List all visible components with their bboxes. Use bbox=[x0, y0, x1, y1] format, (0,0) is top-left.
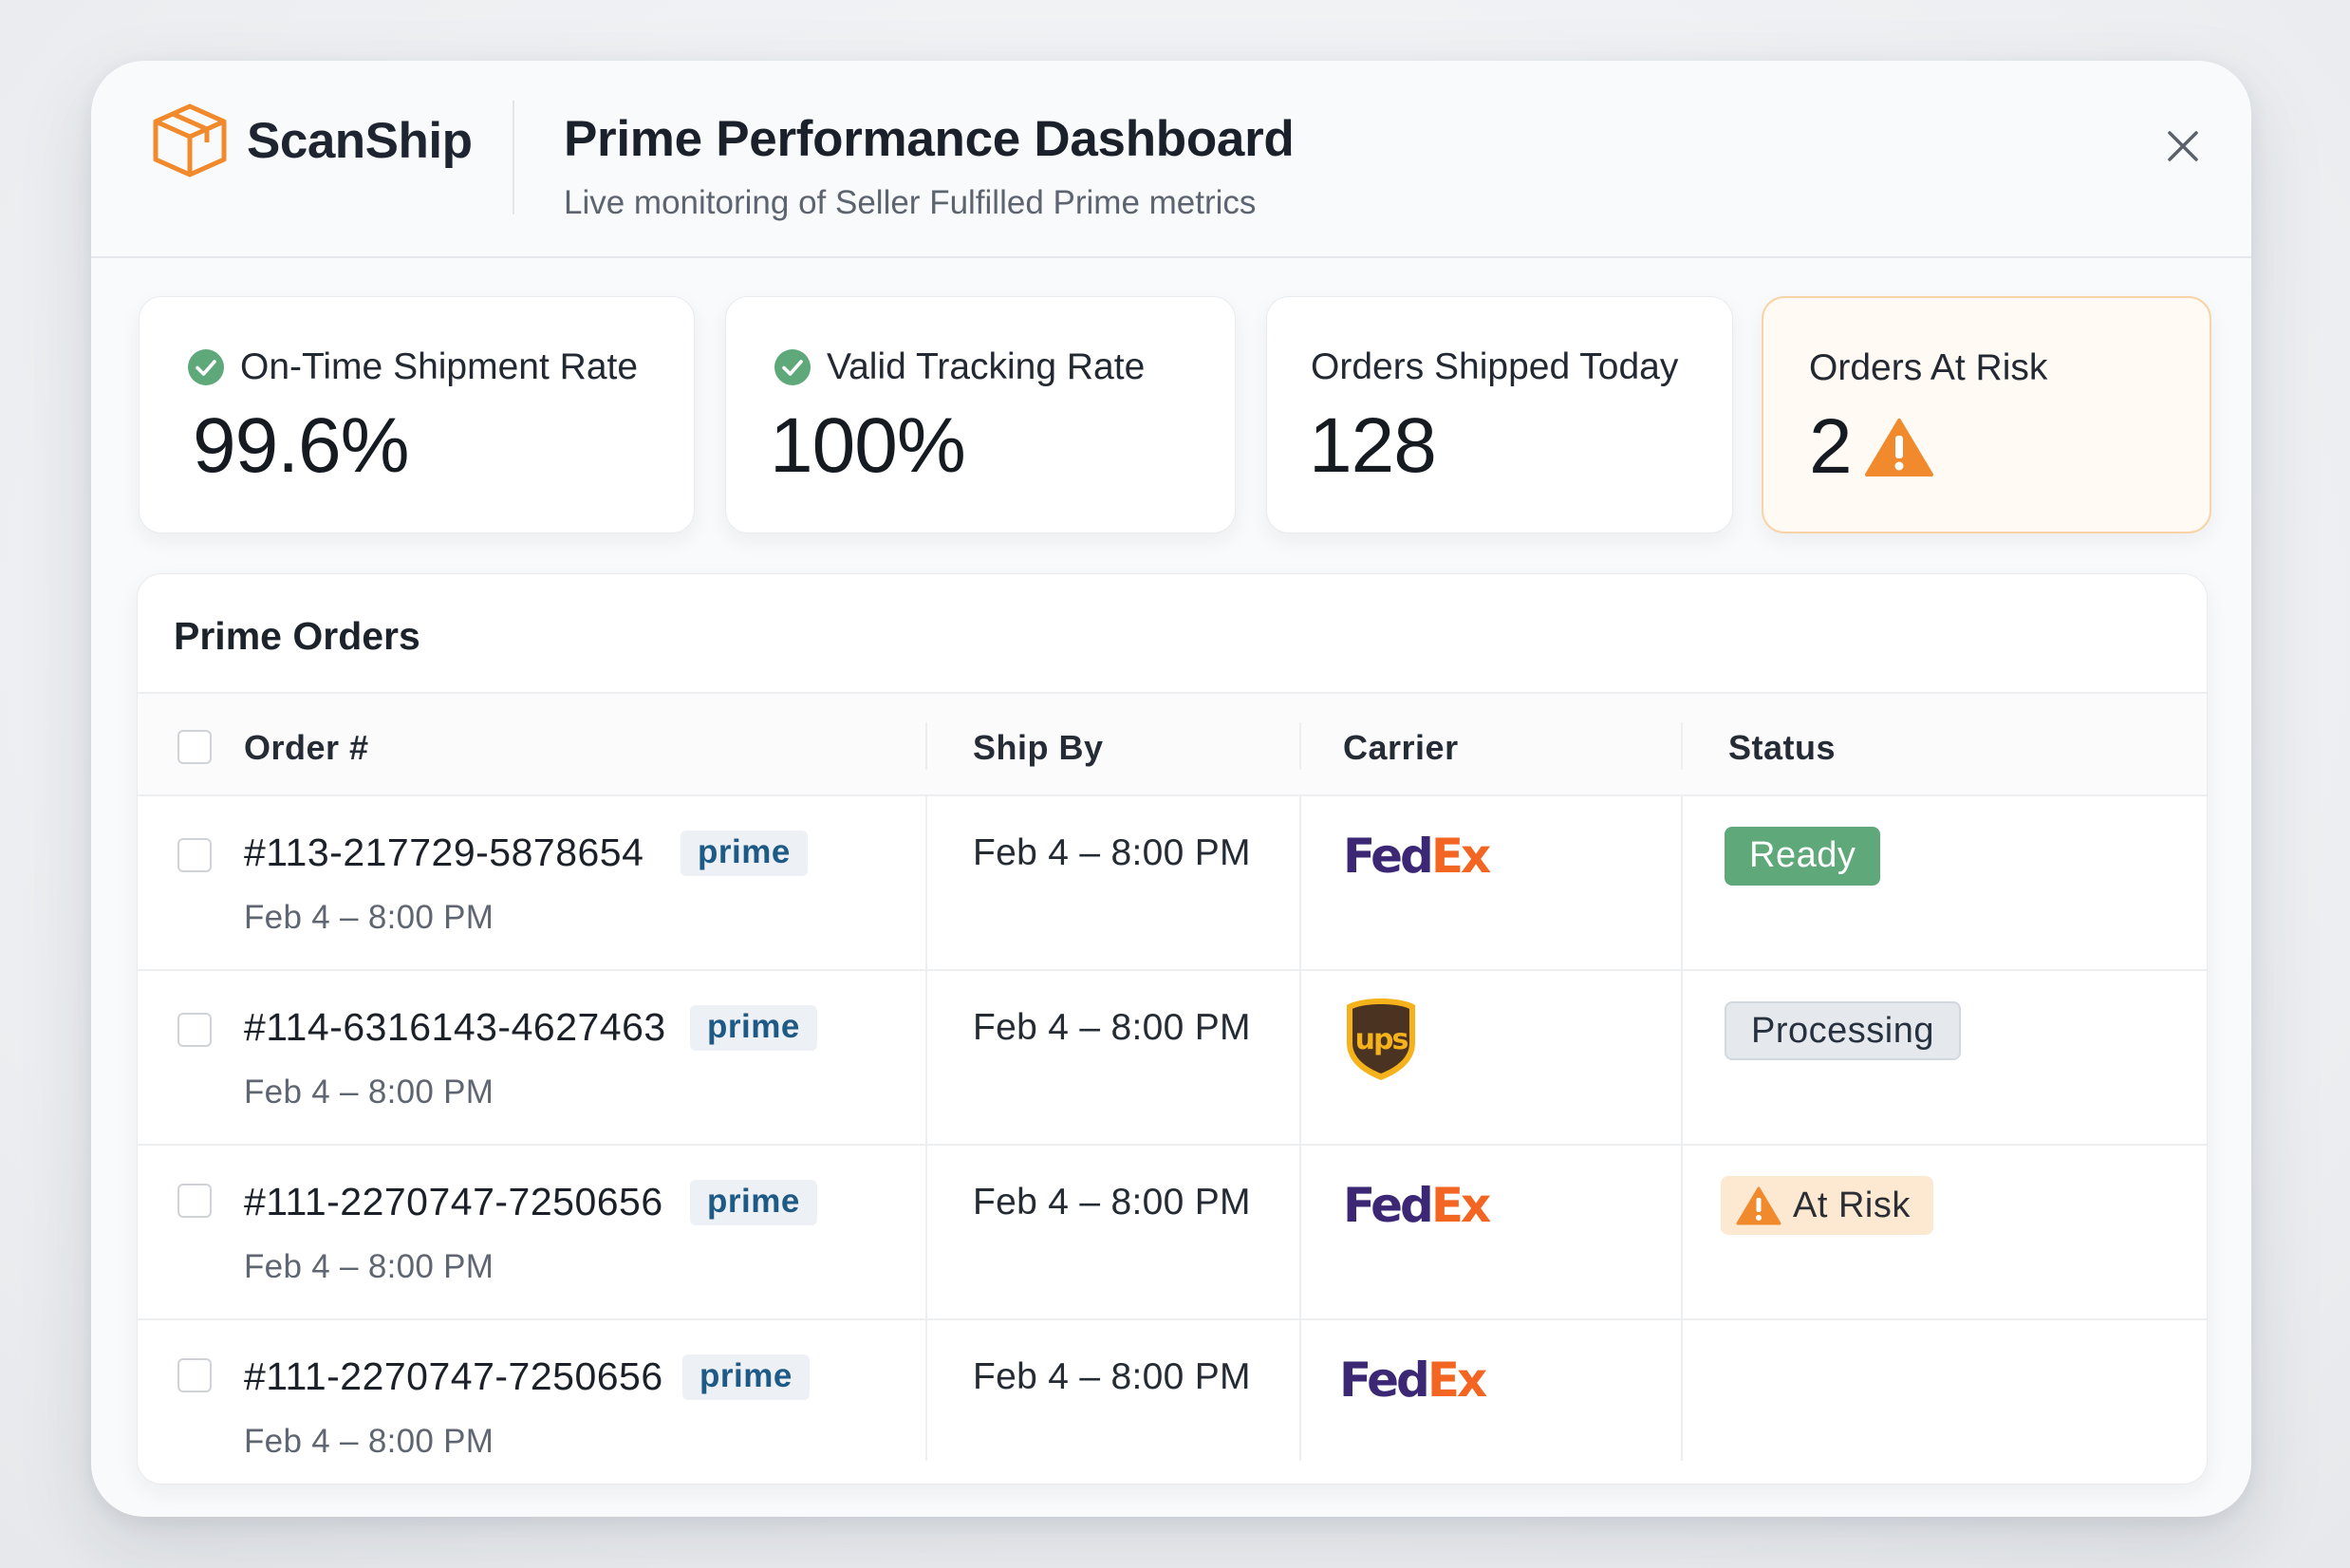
table-row[interactable]: #113-217729-5878654 prime Feb 4 – 8:00 P… bbox=[138, 796, 2207, 971]
ship-by: Feb 4 – 8:00 PM bbox=[973, 1356, 1251, 1397]
kpi-value: 2 bbox=[1809, 403, 1853, 490]
column-divider bbox=[1299, 796, 1301, 1461]
kpi-orders-at-risk[interactable]: Orders At Risk 2 bbox=[1762, 296, 2211, 533]
kpi-value: 128 bbox=[1309, 402, 1437, 489]
order-number[interactable]: #114-6316143-4627463 bbox=[244, 1005, 666, 1049]
table-row[interactable]: #111-2270747-7250656 prime Feb 4 – 8:00 … bbox=[138, 1320, 2207, 1484]
order-date: Feb 4 – 8:00 PM bbox=[244, 1248, 494, 1285]
status-badge-processing: Processing bbox=[1725, 1001, 1961, 1060]
status-badge-ready: Ready bbox=[1725, 827, 1881, 886]
kpi-on-time-shipment-rate: On-Time Shipment Rate 99.6% bbox=[139, 296, 695, 533]
row-checkbox[interactable] bbox=[177, 1013, 212, 1047]
fedex-logo: FedEx bbox=[1339, 1353, 1487, 1408]
table-title: Prime Orders bbox=[174, 614, 420, 658]
prime-badge: prime bbox=[690, 1180, 817, 1225]
column-divider bbox=[1681, 796, 1683, 1461]
kpi-label: Valid Tracking Rate bbox=[827, 346, 1146, 387]
kpi-label: Orders At Risk bbox=[1809, 347, 2048, 388]
column-header-carrier[interactable]: Carrier bbox=[1343, 728, 1459, 767]
kpi-orders-shipped-today: Orders Shipped Today 128 bbox=[1266, 296, 1733, 533]
close-button[interactable] bbox=[2153, 116, 2213, 177]
order-number[interactable]: #111-2270747-7250656 bbox=[244, 1354, 663, 1398]
check-circle-icon bbox=[774, 349, 811, 385]
dashboard-window: ScanShip Prime Performance Dashboard Liv… bbox=[91, 61, 2251, 1517]
warning-icon bbox=[1864, 419, 1933, 476]
brand-name: ScanShip bbox=[247, 112, 473, 169]
ship-by: Feb 4 – 8:00 PM bbox=[973, 832, 1251, 873]
prime-badge: prime bbox=[682, 1354, 810, 1400]
column-divider bbox=[925, 722, 927, 770]
order-date: Feb 4 – 8:00 PM bbox=[244, 1073, 494, 1111]
column-divider bbox=[925, 796, 927, 1461]
prime-badge: prime bbox=[690, 1005, 817, 1051]
status-label: At Risk bbox=[1793, 1185, 1911, 1225]
order-date: Feb 4 – 8:00 PM bbox=[244, 899, 494, 936]
prime-badge: prime bbox=[681, 831, 808, 876]
table-row[interactable]: #111-2270747-7250656 prime Feb 4 – 8:00 … bbox=[138, 1146, 2207, 1320]
page-title: Prime Performance Dashboard bbox=[564, 111, 1295, 167]
row-checkbox[interactable] bbox=[177, 1184, 212, 1218]
order-number[interactable]: #113-217729-5878654 bbox=[244, 831, 644, 874]
table-header: Order # Ship By Carrier Status bbox=[138, 692, 2207, 796]
page-subtitle: Live monitoring of Seller Fulfilled Prim… bbox=[564, 184, 1257, 221]
header-divider bbox=[513, 101, 514, 215]
table-row[interactable]: #114-6316143-4627463 prime Feb 4 – 8:00 … bbox=[138, 971, 2207, 1146]
svg-text:ups: ups bbox=[1355, 1023, 1408, 1056]
order-date: Feb 4 – 8:00 PM bbox=[244, 1423, 494, 1460]
row-checkbox[interactable] bbox=[177, 1358, 212, 1392]
status-badge-at-risk: At Risk bbox=[1721, 1176, 1933, 1235]
prime-orders-table: Prime Orders Order # Ship By Carrier Sta… bbox=[137, 573, 2208, 1484]
warning-icon bbox=[1736, 1186, 1781, 1225]
column-divider bbox=[1681, 722, 1683, 770]
check-circle-icon bbox=[188, 349, 224, 385]
column-header-ship-by[interactable]: Ship By bbox=[973, 728, 1104, 767]
brand-logo: ScanShip bbox=[148, 99, 473, 182]
column-header-status[interactable]: Status bbox=[1728, 728, 1837, 767]
kpi-label: On-Time Shipment Rate bbox=[240, 346, 639, 387]
ship-by: Feb 4 – 8:00 PM bbox=[973, 1007, 1251, 1048]
column-header-order[interactable]: Order # bbox=[244, 728, 369, 767]
box-icon bbox=[153, 103, 227, 177]
order-number[interactable]: #111-2270747-7250656 bbox=[244, 1180, 663, 1223]
column-divider bbox=[1299, 722, 1301, 770]
kpi-value: 100% bbox=[770, 402, 966, 489]
kpi-valid-tracking-rate: Valid Tracking Rate 100% bbox=[725, 296, 1236, 533]
close-icon bbox=[2168, 131, 2198, 161]
ups-logo: ups bbox=[1347, 999, 1415, 1080]
select-all-checkbox[interactable] bbox=[177, 730, 212, 764]
kpi-label: Orders Shipped Today bbox=[1311, 346, 1679, 387]
kpi-value-row: 2 bbox=[1809, 402, 1933, 492]
header: ScanShip Prime Performance Dashboard Liv… bbox=[91, 61, 2251, 258]
row-checkbox[interactable] bbox=[177, 838, 212, 872]
ship-by: Feb 4 – 8:00 PM bbox=[973, 1182, 1251, 1223]
kpi-value: 99.6% bbox=[193, 402, 410, 489]
fedex-logo: FedEx bbox=[1343, 1178, 1491, 1233]
fedex-logo: FedEx bbox=[1343, 829, 1491, 884]
